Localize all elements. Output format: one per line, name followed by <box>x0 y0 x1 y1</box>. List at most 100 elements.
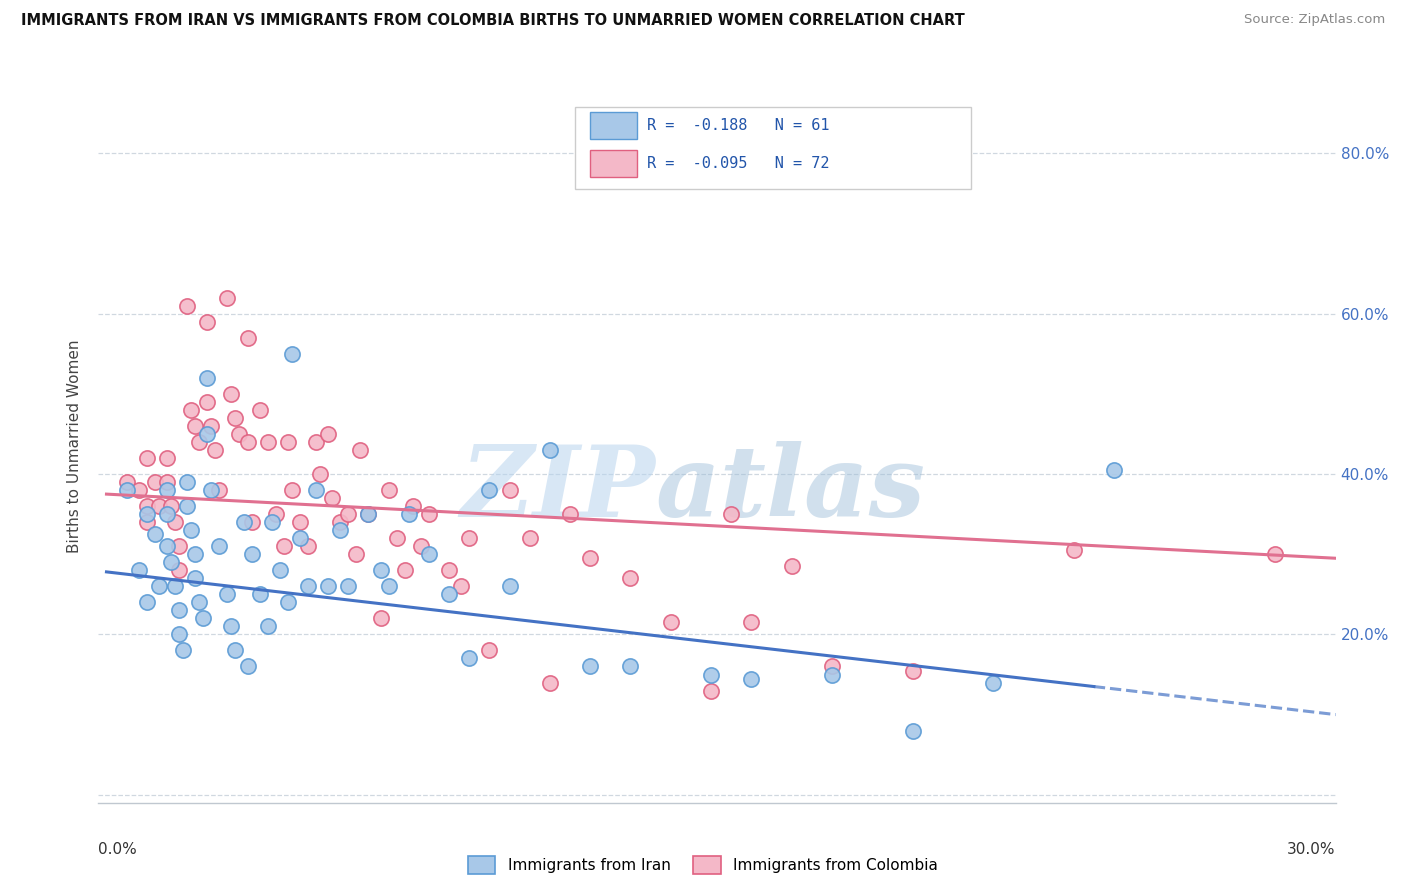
Point <box>297 579 319 593</box>
Point <box>437 587 460 601</box>
Point <box>249 587 271 601</box>
Point <box>135 515 157 529</box>
FancyBboxPatch shape <box>589 112 637 139</box>
Point <box>659 615 682 630</box>
Point <box>208 539 231 553</box>
Point <box>176 475 198 489</box>
Point <box>901 723 924 738</box>
Point <box>901 664 924 678</box>
Point <box>176 499 198 513</box>
Point <box>394 563 416 577</box>
Point <box>156 475 179 489</box>
Point <box>538 442 561 457</box>
Point <box>357 507 380 521</box>
Point <box>232 515 254 529</box>
Text: R =  -0.188   N = 61: R = -0.188 N = 61 <box>647 118 830 133</box>
Point <box>143 475 166 489</box>
FancyBboxPatch shape <box>575 107 970 189</box>
Point <box>281 483 304 497</box>
Point <box>309 467 332 481</box>
Point <box>115 483 138 497</box>
Point <box>700 667 723 681</box>
Point <box>370 563 392 577</box>
Point <box>337 579 360 593</box>
Point <box>337 507 360 521</box>
Point <box>184 419 207 434</box>
Point <box>156 539 179 553</box>
Point <box>329 523 352 537</box>
Point <box>619 659 641 673</box>
Point <box>204 442 226 457</box>
Point <box>224 411 246 425</box>
Point <box>478 483 501 497</box>
Point <box>498 579 520 593</box>
Y-axis label: Births to Unmarried Women: Births to Unmarried Women <box>67 339 83 553</box>
Point <box>579 551 602 566</box>
Point <box>167 539 190 553</box>
Point <box>200 419 222 434</box>
Point <box>780 559 803 574</box>
Point <box>316 579 339 593</box>
Point <box>398 507 420 521</box>
Point <box>148 499 170 513</box>
Text: R =  -0.095   N = 72: R = -0.095 N = 72 <box>647 156 830 171</box>
Point <box>193 611 215 625</box>
Point <box>148 579 170 593</box>
Text: ZIP: ZIP <box>460 441 655 537</box>
Point <box>288 515 311 529</box>
Point <box>740 615 762 630</box>
Point <box>135 450 157 465</box>
Point <box>377 483 399 497</box>
Point <box>163 579 186 593</box>
Point <box>357 507 380 521</box>
Text: Source: ZipAtlas.com: Source: ZipAtlas.com <box>1244 13 1385 27</box>
Text: atlas: atlas <box>655 441 925 537</box>
Point <box>349 442 371 457</box>
Point <box>115 475 138 489</box>
Point <box>156 483 179 497</box>
Point <box>1102 463 1125 477</box>
Point <box>264 507 287 521</box>
Point <box>273 539 295 553</box>
Point <box>236 435 259 450</box>
Point <box>329 515 352 529</box>
Point <box>217 587 239 601</box>
Point <box>135 499 157 513</box>
Point <box>409 539 432 553</box>
Point <box>160 499 183 513</box>
Point <box>821 659 844 673</box>
Text: 0.0%: 0.0% <box>98 842 138 857</box>
Point <box>224 643 246 657</box>
Point <box>156 450 179 465</box>
Point <box>188 595 211 609</box>
Point <box>538 675 561 690</box>
Point <box>418 507 440 521</box>
Point <box>269 563 291 577</box>
Point <box>1063 543 1085 558</box>
Point <box>156 507 179 521</box>
Point <box>180 403 202 417</box>
Point <box>135 595 157 609</box>
Point <box>256 435 278 450</box>
Point <box>377 579 399 593</box>
Point <box>458 651 481 665</box>
Point <box>200 483 222 497</box>
Point <box>385 531 408 545</box>
Point <box>240 547 263 561</box>
Point <box>221 619 243 633</box>
Point <box>498 483 520 497</box>
Point <box>437 563 460 577</box>
Point <box>249 403 271 417</box>
Point <box>128 563 150 577</box>
Point <box>163 515 186 529</box>
Point <box>700 683 723 698</box>
Point <box>297 539 319 553</box>
Point <box>176 299 198 313</box>
Point <box>236 331 259 345</box>
Point <box>180 523 202 537</box>
Point <box>240 515 263 529</box>
Point <box>288 531 311 545</box>
Point <box>277 595 299 609</box>
Point <box>208 483 231 497</box>
Point <box>321 491 343 505</box>
